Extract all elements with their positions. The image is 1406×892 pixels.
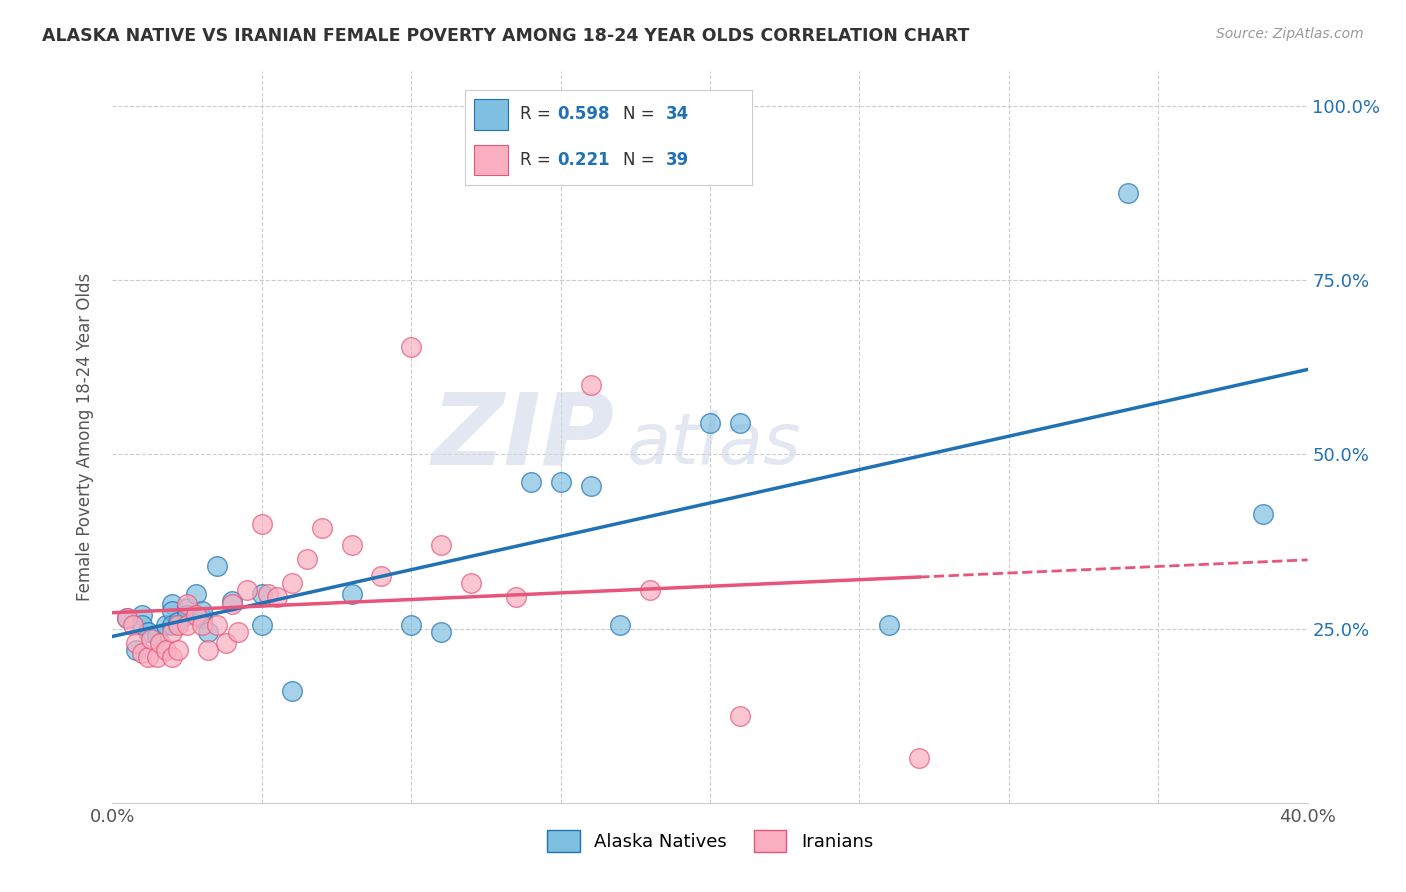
Point: [430, 625, 453, 640]
Point: [370, 569, 392, 583]
Point: [1251, 507, 1274, 521]
Point: [191, 618, 214, 632]
Point: [281, 684, 304, 698]
Text: atlas: atlas: [627, 410, 801, 479]
Point: [205, 558, 228, 573]
Point: [176, 600, 198, 615]
Point: [155, 618, 177, 632]
Point: [155, 642, 177, 657]
Point: [266, 591, 288, 605]
Point: [460, 576, 482, 591]
Point: [295, 552, 318, 566]
Point: [131, 618, 153, 632]
Point: [146, 649, 169, 664]
Point: [226, 625, 249, 640]
Point: [908, 750, 931, 764]
Text: Source: ZipAtlas.com: Source: ZipAtlas.com: [1216, 27, 1364, 41]
Point: [699, 416, 721, 430]
Point: [1118, 186, 1140, 201]
Point: [149, 635, 172, 649]
Point: [340, 587, 363, 601]
Legend: Alaska Natives, Iranians: Alaska Natives, Iranians: [540, 823, 880, 860]
Point: [257, 587, 280, 601]
Point: [197, 642, 219, 657]
Point: [197, 625, 219, 640]
Point: [138, 649, 160, 664]
Point: [221, 597, 243, 611]
Point: [311, 521, 333, 535]
Point: [117, 611, 139, 625]
Point: [609, 618, 631, 632]
Text: ALASKA NATIVE VS IRANIAN FEMALE POVERTY AMONG 18-24 YEAR OLDS CORRELATION CHART: ALASKA NATIVE VS IRANIAN FEMALE POVERTY …: [42, 27, 970, 45]
Point: [340, 538, 363, 552]
Point: [879, 618, 901, 632]
Point: [186, 607, 208, 622]
Point: [236, 583, 259, 598]
Point: [520, 475, 543, 490]
Point: [146, 629, 169, 643]
Point: [117, 611, 139, 625]
Point: [430, 538, 453, 552]
Point: [141, 632, 163, 646]
Point: [176, 597, 198, 611]
Point: [250, 517, 273, 532]
Point: [162, 604, 183, 618]
Point: [125, 635, 148, 649]
Point: [250, 587, 273, 601]
Point: [579, 377, 602, 392]
Point: [138, 625, 160, 640]
Point: [205, 618, 228, 632]
Text: ZIP: ZIP: [432, 389, 614, 485]
Point: [215, 635, 238, 649]
Y-axis label: Female Poverty Among 18-24 Year Olds: Female Poverty Among 18-24 Year Olds: [76, 273, 94, 601]
Point: [640, 583, 662, 598]
Point: [176, 618, 198, 632]
Point: [167, 642, 190, 657]
Point: [167, 618, 190, 632]
Point: [250, 618, 273, 632]
Point: [131, 607, 153, 622]
Point: [162, 625, 183, 640]
Point: [281, 576, 304, 591]
Point: [162, 597, 183, 611]
Point: [728, 416, 751, 430]
Point: [122, 618, 145, 632]
Point: [579, 479, 602, 493]
Point: [191, 611, 214, 625]
Point: [728, 708, 751, 723]
Point: [505, 591, 527, 605]
Point: [401, 339, 423, 353]
Point: [162, 649, 183, 664]
Point: [401, 618, 423, 632]
Point: [162, 618, 183, 632]
Point: [221, 594, 243, 608]
Point: [186, 587, 208, 601]
Point: [131, 646, 153, 660]
Point: [191, 604, 214, 618]
Point: [125, 642, 148, 657]
Point: [176, 607, 198, 622]
Point: [550, 475, 572, 490]
Point: [167, 615, 190, 629]
